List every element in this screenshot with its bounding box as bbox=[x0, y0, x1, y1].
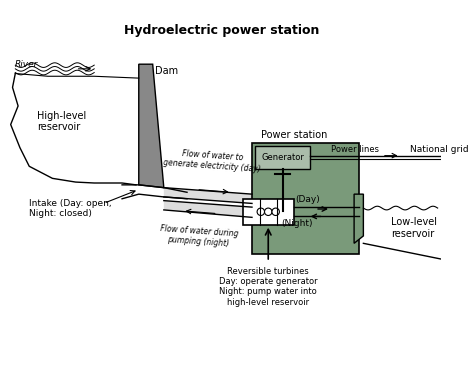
Text: River: River bbox=[14, 60, 38, 68]
Text: National grid: National grid bbox=[410, 145, 468, 154]
Circle shape bbox=[257, 208, 264, 216]
Bar bbox=[243, 199, 294, 225]
Text: Dam: Dam bbox=[155, 66, 178, 76]
Circle shape bbox=[264, 208, 272, 216]
Text: (Night): (Night) bbox=[281, 219, 312, 228]
Bar bbox=[252, 143, 359, 254]
Circle shape bbox=[272, 208, 279, 216]
Text: Hydroelectric power station: Hydroelectric power station bbox=[124, 24, 319, 37]
Text: Intake (Day: open,
Night: closed): Intake (Day: open, Night: closed) bbox=[29, 199, 112, 218]
Text: Flow of water to
generate electricity (day): Flow of water to generate electricity (d… bbox=[163, 148, 262, 174]
Text: (Day): (Day) bbox=[295, 195, 320, 204]
Text: Low-level
reservoir: Low-level reservoir bbox=[391, 217, 437, 239]
Text: Reversible turbines
Day: operate generator
Night: pump water into
high-level res: Reversible turbines Day: operate generat… bbox=[219, 266, 318, 307]
Text: Power lines: Power lines bbox=[331, 145, 379, 154]
Text: Generator: Generator bbox=[261, 153, 304, 162]
Text: High-level
reservoir: High-level reservoir bbox=[36, 111, 86, 132]
Polygon shape bbox=[354, 194, 364, 243]
Polygon shape bbox=[164, 201, 252, 217]
Bar bbox=[255, 146, 310, 169]
Polygon shape bbox=[164, 188, 252, 203]
Text: Flow of water during
pumping (night): Flow of water during pumping (night) bbox=[159, 224, 238, 249]
Text: Power station: Power station bbox=[261, 130, 328, 140]
Polygon shape bbox=[139, 64, 164, 188]
